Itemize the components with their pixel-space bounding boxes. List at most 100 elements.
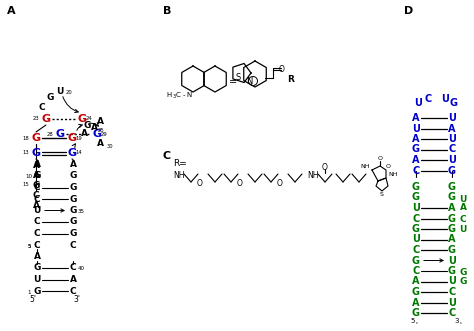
Text: A: A <box>34 252 40 261</box>
Text: 18: 18 <box>23 135 29 140</box>
Text: 1: 1 <box>27 290 31 295</box>
Text: A: A <box>70 275 76 284</box>
Text: C: C <box>34 241 40 250</box>
Text: N: N <box>246 76 252 85</box>
Text: C: C <box>412 213 419 223</box>
Text: G: G <box>412 145 420 155</box>
Text: 5': 5' <box>29 296 36 305</box>
Text: C: C <box>460 215 466 224</box>
Text: O: O <box>237 179 243 188</box>
Text: U: U <box>448 155 456 165</box>
Text: G: G <box>41 114 51 124</box>
Text: C: C <box>70 287 76 296</box>
Text: C: C <box>34 195 40 204</box>
Text: A: A <box>412 113 420 123</box>
Text: U: U <box>459 195 467 204</box>
Text: O: O <box>197 179 203 188</box>
Text: 13: 13 <box>23 151 29 156</box>
Text: C: C <box>412 266 419 276</box>
Text: C: C <box>448 145 456 155</box>
Text: U: U <box>33 275 41 284</box>
Text: C: C <box>412 245 419 255</box>
Text: C: C <box>34 229 40 238</box>
Text: 5: 5 <box>27 244 31 249</box>
Text: S: S <box>236 73 241 82</box>
Text: O: O <box>279 65 285 73</box>
Text: U: U <box>448 134 456 144</box>
Text: 5: 5 <box>27 244 31 249</box>
Text: N: N <box>186 92 191 98</box>
Text: O: O <box>386 164 391 168</box>
Text: 24: 24 <box>86 117 92 121</box>
Text: G: G <box>69 183 77 192</box>
Text: NH: NH <box>361 164 370 168</box>
Text: G: G <box>33 287 41 296</box>
Text: NH: NH <box>388 171 398 176</box>
Text: G: G <box>31 148 41 158</box>
Text: C: C <box>34 183 40 192</box>
Text: 29: 29 <box>100 131 108 136</box>
Text: U: U <box>414 99 422 109</box>
Text: A: A <box>459 204 466 213</box>
Text: A: A <box>412 276 420 287</box>
Text: U: U <box>448 298 456 307</box>
Text: 14: 14 <box>76 151 82 156</box>
Text: A: A <box>34 160 40 169</box>
Text: 25: 25 <box>98 127 104 132</box>
Text: G: G <box>69 217 77 226</box>
Text: 40: 40 <box>78 266 84 271</box>
Text: G: G <box>412 182 420 192</box>
Text: R=: R= <box>173 160 187 168</box>
Text: G: G <box>412 308 420 318</box>
Text: A: A <box>81 128 88 137</box>
Text: A: A <box>7 6 16 16</box>
Text: 23: 23 <box>33 117 39 121</box>
Text: A: A <box>33 161 39 169</box>
Text: A: A <box>33 170 39 179</box>
Text: G: G <box>448 266 456 276</box>
Text: R: R <box>287 74 294 83</box>
Text: 20: 20 <box>65 89 73 94</box>
Text: G: G <box>412 256 420 265</box>
Text: G: G <box>33 171 41 180</box>
Text: G: G <box>459 277 467 286</box>
Text: G: G <box>459 268 467 277</box>
Text: 19: 19 <box>76 135 82 140</box>
Text: G: G <box>448 245 456 255</box>
Text: G: G <box>448 213 456 223</box>
Text: G: G <box>448 166 456 175</box>
Text: G: G <box>448 193 456 203</box>
Text: C: C <box>412 166 419 175</box>
Text: =: = <box>229 77 237 87</box>
Text: U: U <box>448 276 456 287</box>
Text: C: C <box>70 263 76 272</box>
Text: A: A <box>448 234 456 245</box>
Text: C: C <box>70 241 76 250</box>
Text: G: G <box>69 206 77 215</box>
Text: U: U <box>412 203 420 213</box>
Text: NH: NH <box>307 171 319 180</box>
Text: C: C <box>448 287 456 297</box>
Text: U: U <box>56 86 64 96</box>
Text: NH: NH <box>173 171 184 180</box>
Text: U: U <box>412 234 420 245</box>
Text: G: G <box>448 224 456 234</box>
Text: A: A <box>97 139 103 149</box>
Text: U: U <box>448 256 456 265</box>
Text: -: - <box>183 92 185 98</box>
Text: A: A <box>412 298 420 307</box>
Text: G: G <box>92 129 101 139</box>
Text: G: G <box>69 195 77 204</box>
Text: 5: 5 <box>411 318 415 324</box>
Text: G: G <box>31 133 41 143</box>
Text: G: G <box>412 193 420 203</box>
Text: A: A <box>70 160 76 169</box>
Text: A: A <box>448 123 456 133</box>
Text: ': ' <box>459 321 461 327</box>
Text: U: U <box>448 113 456 123</box>
Text: O: O <box>277 179 283 188</box>
Text: G: G <box>46 92 54 102</box>
Text: C: C <box>176 92 181 98</box>
Text: G: G <box>67 133 77 143</box>
Text: G: G <box>412 224 420 234</box>
